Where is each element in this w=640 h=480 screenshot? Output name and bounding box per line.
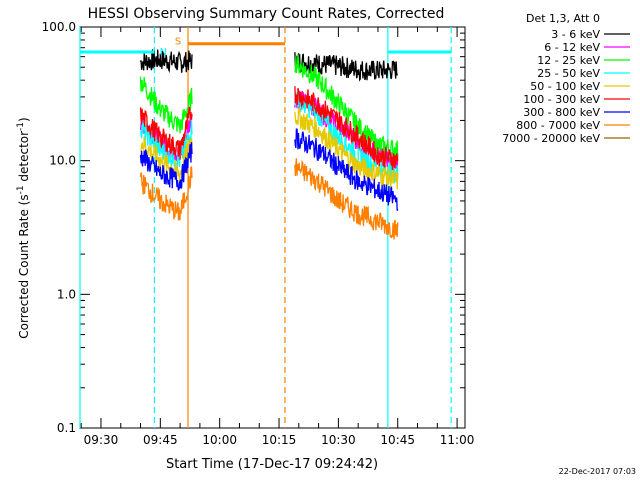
marker-label: S <box>175 37 181 48</box>
y-tick-label: 1.0 <box>57 287 76 301</box>
axis-ticks <box>80 26 465 429</box>
series-line-300-800-kev <box>139 142 193 191</box>
legend-label-100-300-kev: 100 - 300 keV <box>523 93 600 106</box>
footer-timestamp: 22-Dec-2017 07:03 <box>559 467 636 476</box>
legend-label-25-50-kev: 25 - 50 keV <box>537 67 600 80</box>
series-line-12-25-kev <box>294 54 399 162</box>
series-line-3-6-kev <box>139 48 193 74</box>
legend-label-7000-20000-kev: 7000 - 20000 keV <box>502 132 600 145</box>
legend-label-800-7000-kev: 800 - 7000 keV <box>516 119 600 132</box>
x-tick-label: 10:45 <box>380 433 415 447</box>
series-line-3-6-kev <box>294 52 398 82</box>
x-tick-labels: 09:30 09:45 10:00 10:15 10:30 10:45 11:00 <box>84 433 475 447</box>
series-line-800-7000-kev <box>294 158 399 240</box>
x-tick-label: 11:00 <box>440 433 475 447</box>
y-axis-label: Corrected Count Rate (s-1 detector-1) <box>16 117 31 338</box>
legend-label-12-25-kev: 12 - 25 keV <box>537 54 600 67</box>
y-tick-label: 0.1 <box>57 421 76 435</box>
series-line-100-300-kev <box>139 106 193 160</box>
series-line-50-100-kev <box>294 107 399 190</box>
marker-bars: NS <box>80 37 452 58</box>
marker-label: N <box>160 47 167 58</box>
series-line-12-25-kev <box>139 76 193 134</box>
x-tick-label: 10:30 <box>321 433 356 447</box>
y-tick-labels: 100.0 10.0 1.0 0.1 <box>42 20 76 435</box>
marker-lines <box>79 27 452 428</box>
plot-frame <box>79 26 466 429</box>
legend-title: Det 1,3, Att 0 <box>526 12 600 25</box>
x-tick-label: 09:45 <box>143 433 178 447</box>
legend-label-50-100-kev: 50 - 100 keV <box>530 80 600 93</box>
series-line-800-7000-kev <box>139 165 193 221</box>
plot-area: NS <box>79 26 466 429</box>
x-tick-label: 10:00 <box>202 433 237 447</box>
x-axis-label: Start Time (17-Dec-17 09:24:42) <box>166 457 378 472</box>
x-tick-label: 09:30 <box>84 433 119 447</box>
chart-title: HESSI Observing Summary Count Rates, Cor… <box>88 6 445 22</box>
legend-label-300-800-kev: 300 - 800 keV <box>523 106 600 119</box>
y-tick-label: 10.0 <box>49 154 76 168</box>
legend-label-6-12-kev: 6 - 12 keV <box>544 41 600 54</box>
x-tick-label: 10:15 <box>262 433 297 447</box>
series-group <box>139 48 399 240</box>
series-line-300-800-kev <box>294 128 399 211</box>
legend-label-3-6-kev: 3 - 6 keV <box>551 28 600 41</box>
series-line-100-300-kev <box>294 86 399 170</box>
y-tick-label: 100.0 <box>42 20 76 34</box>
